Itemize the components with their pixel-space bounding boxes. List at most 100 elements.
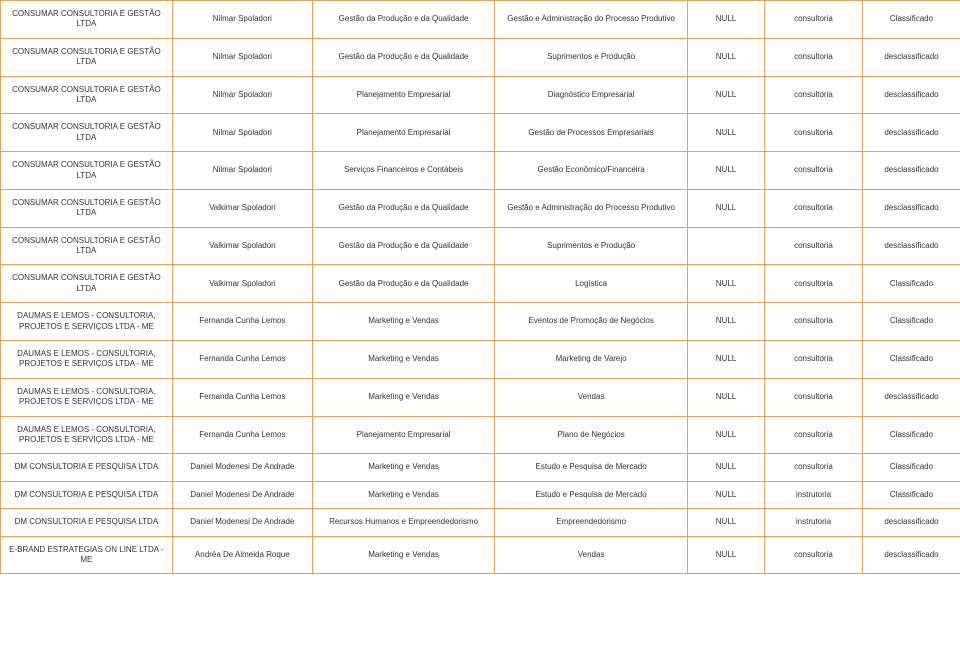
table-row: DAUMAS E LEMOS - CONSULTORIA, PROJETOS E… xyxy=(1,416,960,454)
table-cell: consultoria xyxy=(764,114,862,152)
table-cell: NULL xyxy=(688,76,765,114)
table-cell: Valkimar Spoladori xyxy=(172,265,312,303)
table-cell: Gestão e Administração do Processo Produ… xyxy=(495,1,688,39)
table-cell: NULL xyxy=(688,38,765,76)
table-cell: NULL xyxy=(688,536,765,574)
table-cell: Fernanda Cunha Lemos xyxy=(172,303,312,341)
table-cell: Marketing e Vendas xyxy=(312,454,494,481)
table-cell: consultoria xyxy=(764,1,862,39)
table-cell: Planejamento Empresarial xyxy=(312,76,494,114)
table-cell: Vendas xyxy=(495,378,688,416)
table-row: CONSUMAR CONSULTORIA E GESTÃO LTDAValkim… xyxy=(1,189,960,227)
table-cell: Nilmar Spoladori xyxy=(172,38,312,76)
table-row: CONSUMAR CONSULTORIA E GESTÃO LTDANilmar… xyxy=(1,38,960,76)
table-cell: NULL xyxy=(688,378,765,416)
table-cell: Daniel Modenesi De Andrade xyxy=(172,454,312,481)
table-cell: Classificado xyxy=(862,416,960,454)
table-cell: E-BRAND ESTRATEGIAS ON LINE LTDA - ME xyxy=(1,536,173,574)
table-cell: consultoria xyxy=(764,303,862,341)
table-cell: Classificado xyxy=(862,454,960,481)
table-cell: Nilmar Spoladori xyxy=(172,76,312,114)
table-cell: Classificado xyxy=(862,303,960,341)
table-cell: Daniel Modenesi De Andrade xyxy=(172,509,312,536)
table-cell: Planejamento Empresarial xyxy=(312,114,494,152)
table-cell: NULL xyxy=(688,509,765,536)
table-cell: CONSUMAR CONSULTORIA E GESTÃO LTDA xyxy=(1,38,173,76)
table-cell: Recursos Humanos e Empreendedorismo xyxy=(312,509,494,536)
table-cell: CONSUMAR CONSULTORIA E GESTÃO LTDA xyxy=(1,189,173,227)
data-table: CONSUMAR CONSULTORIA E GESTÃO LTDANilmar… xyxy=(0,0,960,574)
table-cell: consultoria xyxy=(764,189,862,227)
table-cell: Logística xyxy=(495,265,688,303)
table-cell: Diagnóstico Empresarial xyxy=(495,76,688,114)
table-cell: DM CONSULTORIA E PESQUISA LTDA xyxy=(1,481,173,508)
table-row: CONSUMAR CONSULTORIA E GESTÃO LTDANilmar… xyxy=(1,76,960,114)
table-cell: NULL xyxy=(688,1,765,39)
table-cell: desclassificado xyxy=(862,152,960,190)
table-cell: Valkimar Spoladori xyxy=(172,189,312,227)
table-cell: NULL xyxy=(688,416,765,454)
table-row: CONSUMAR CONSULTORIA E GESTÃO LTDAValkim… xyxy=(1,265,960,303)
table-cell: Gestão e Administração do Processo Produ… xyxy=(495,189,688,227)
table-cell: Classificado xyxy=(862,1,960,39)
table-cell: NULL xyxy=(688,341,765,379)
table-cell: Serviços Financeiros e Contábeis xyxy=(312,152,494,190)
table-cell: Marketing e Vendas xyxy=(312,481,494,508)
table-cell: consultoria xyxy=(764,152,862,190)
table-row: DAUMAS E LEMOS - CONSULTORIA, PROJETOS E… xyxy=(1,378,960,416)
table-cell xyxy=(688,227,765,265)
table-cell: consultoria xyxy=(764,265,862,303)
table-cell: Marketing e Vendas xyxy=(312,341,494,379)
table-cell: consultoria xyxy=(764,341,862,379)
table-cell: Nilmar Spoladori xyxy=(172,152,312,190)
table-cell: NULL xyxy=(688,189,765,227)
table-cell: consultoria xyxy=(764,416,862,454)
table-cell: desclassificado xyxy=(862,38,960,76)
table-cell: DM CONSULTORIA E PESQUISA LTDA xyxy=(1,509,173,536)
table-cell: CONSUMAR CONSULTORIA E GESTÃO LTDA xyxy=(1,227,173,265)
table-cell: Planejamento Empresarial xyxy=(312,416,494,454)
table-cell: CONSUMAR CONSULTORIA E GESTÃO LTDA xyxy=(1,1,173,39)
table-cell: Eventos de Promoção de Negócios xyxy=(495,303,688,341)
table-cell: Andréa De Almeida Roque xyxy=(172,536,312,574)
table-cell: DAUMAS E LEMOS - CONSULTORIA, PROJETOS E… xyxy=(1,378,173,416)
table-cell: consultoria xyxy=(764,378,862,416)
table-cell: NULL xyxy=(688,265,765,303)
table-row: CONSUMAR CONSULTORIA E GESTÃO LTDANilmar… xyxy=(1,1,960,39)
table-cell: CONSUMAR CONSULTORIA E GESTÃO LTDA xyxy=(1,152,173,190)
table-cell: desclassificado xyxy=(862,189,960,227)
table-cell: Marketing de Varejo xyxy=(495,341,688,379)
table-cell: Nilmar Spoladori xyxy=(172,1,312,39)
table-row: DM CONSULTORIA E PESQUISA LTDADaniel Mod… xyxy=(1,454,960,481)
table-cell: CONSUMAR CONSULTORIA E GESTÃO LTDA xyxy=(1,114,173,152)
table-cell: instrutoria xyxy=(764,509,862,536)
table-cell: Gestão da Produção e da Qualidade xyxy=(312,189,494,227)
table-cell: Valkimar Spoladori xyxy=(172,227,312,265)
table-cell: NULL xyxy=(688,152,765,190)
table-row: DM CONSULTORIA E PESQUISA LTDADaniel Mod… xyxy=(1,509,960,536)
table-cell: Gestão de Processos Empresariais xyxy=(495,114,688,152)
table-cell: Classificado xyxy=(862,265,960,303)
table-cell: DAUMAS E LEMOS - CONSULTORIA, PROJETOS E… xyxy=(1,341,173,379)
table-row: CONSUMAR CONSULTORIA E GESTÃO LTDANilmar… xyxy=(1,152,960,190)
table-cell: CONSUMAR CONSULTORIA E GESTÃO LTDA xyxy=(1,265,173,303)
table-row: DAUMAS E LEMOS - CONSULTORIA, PROJETOS E… xyxy=(1,303,960,341)
table-cell: DAUMAS E LEMOS - CONSULTORIA, PROJETOS E… xyxy=(1,303,173,341)
table-cell: Nilmar Spoladori xyxy=(172,114,312,152)
table-cell: consultoria xyxy=(764,454,862,481)
table-cell: desclassificado xyxy=(862,509,960,536)
table-cell: Estudo e Pesquisa de Mercado xyxy=(495,454,688,481)
table-cell: Fernanda Cunha Lemos xyxy=(172,341,312,379)
table-cell: desclassificado xyxy=(862,76,960,114)
table-cell: Vendas xyxy=(495,536,688,574)
table-cell: Marketing e Vendas xyxy=(312,303,494,341)
table-cell: DM CONSULTORIA E PESQUISA LTDA xyxy=(1,454,173,481)
table-cell: consultoria xyxy=(764,38,862,76)
table-cell: NULL xyxy=(688,454,765,481)
table-cell: consultoria xyxy=(764,227,862,265)
table-cell: NULL xyxy=(688,481,765,508)
table-cell: desclassificado xyxy=(862,114,960,152)
table-row: DAUMAS E LEMOS - CONSULTORIA, PROJETOS E… xyxy=(1,341,960,379)
table-row: CONSUMAR CONSULTORIA E GESTÃO LTDAValkim… xyxy=(1,227,960,265)
table-row: E-BRAND ESTRATEGIAS ON LINE LTDA - MEAnd… xyxy=(1,536,960,574)
